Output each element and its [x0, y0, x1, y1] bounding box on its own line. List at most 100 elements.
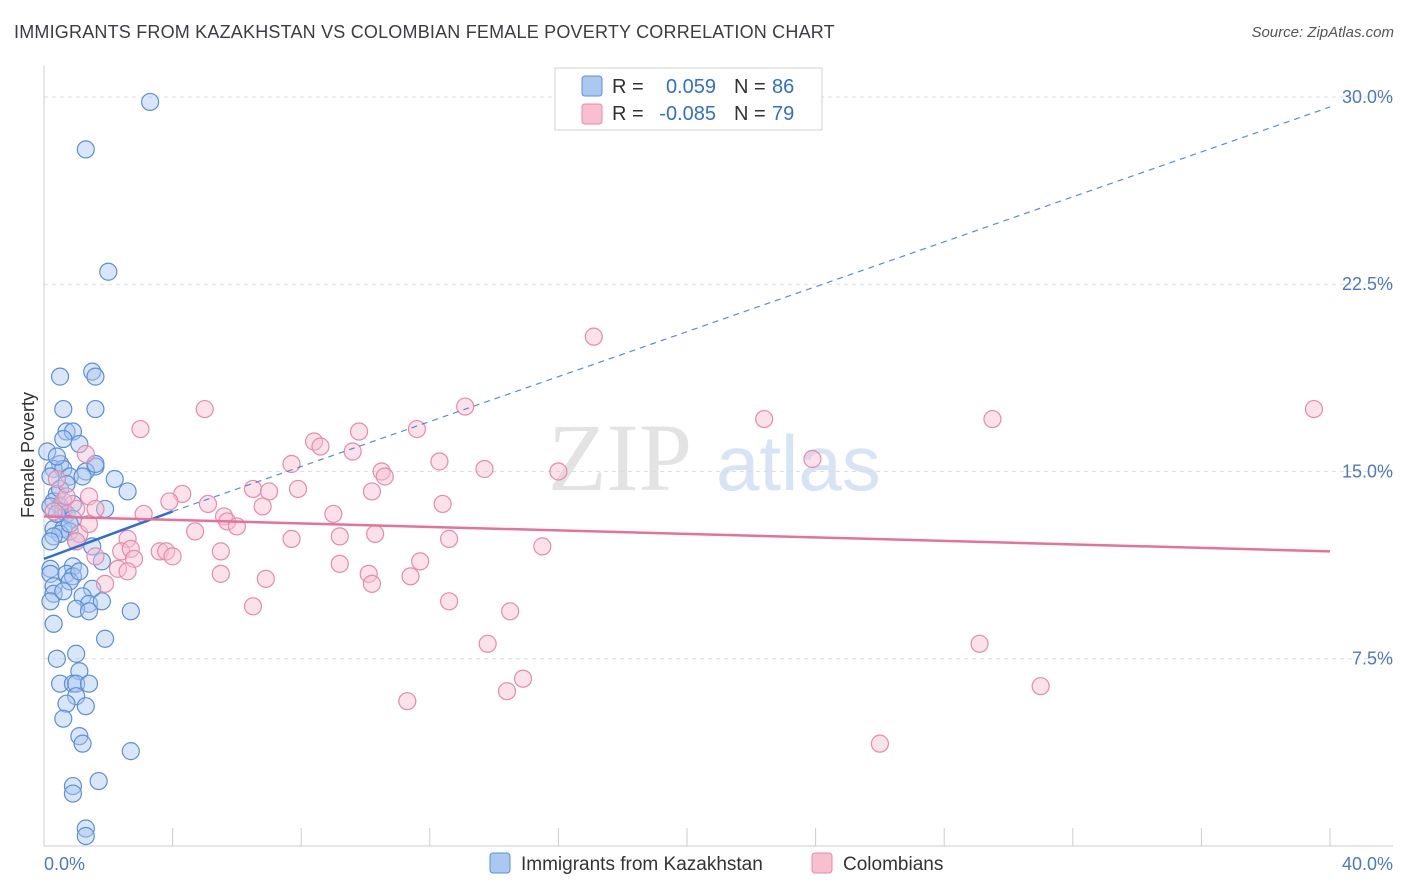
- colombians-point: [497, 682, 517, 701]
- kazakhstan-point: [67, 674, 86, 693]
- legend-kazakhstan-swatch: [489, 852, 511, 874]
- stats-legend-n-label-2: N =: [734, 103, 766, 125]
- kazakhstan-point: [47, 447, 66, 466]
- kazakhstan-point: [73, 467, 92, 486]
- kazakhstan-point: [57, 694, 76, 713]
- colombians-point: [282, 454, 301, 474]
- colombians-point: [398, 692, 417, 711]
- y-tick-label: 15.0%: [1342, 461, 1393, 481]
- colombians-point: [433, 494, 452, 514]
- colombians-point: [256, 569, 275, 588]
- colombians-point: [501, 602, 520, 621]
- y-axis-label: Female Poverty: [18, 392, 38, 518]
- trend-lines: [43, 106, 1331, 561]
- colombians-point: [513, 669, 533, 688]
- colombians-point: [375, 467, 394, 486]
- kazakhstan-point: [38, 442, 57, 461]
- colombians-point: [121, 539, 140, 558]
- kazakhstan-point: [54, 399, 73, 419]
- series-colombians-points: [44, 327, 1324, 753]
- y-tick-label: 7.5%: [1352, 649, 1393, 669]
- colombians-point: [163, 547, 182, 566]
- colombians-point: [288, 479, 308, 499]
- stats-legend-r-label-1: R =: [612, 76, 644, 98]
- kazakhstan-point: [54, 582, 73, 601]
- kazakhstan-point: [63, 776, 83, 796]
- kazakhstan-point: [76, 826, 95, 846]
- colombians-point: [311, 437, 330, 456]
- colombians-point: [198, 494, 218, 514]
- kazakhstan-point: [73, 734, 92, 753]
- kazakhstan-point: [118, 482, 137, 501]
- colombians-point: [362, 574, 382, 593]
- legend-kazakhstan-label: Immigrants from Kazakhstan: [521, 854, 763, 875]
- colombians-point: [456, 397, 475, 416]
- colombians-point: [755, 409, 774, 429]
- kazakhstan-point: [54, 429, 73, 449]
- chart-title: IMMIGRANTS FROM KAZAKHSTAN VS COLOMBIAN …: [14, 22, 835, 42]
- colombians-point: [95, 574, 115, 593]
- kazakhstan-point: [54, 709, 73, 728]
- stats-legend-r-value-1: 0.059: [666, 76, 716, 98]
- kazakhstan-point: [76, 140, 95, 159]
- kazakhstan-point: [76, 697, 95, 716]
- x-tick-label-min: 0.0%: [44, 854, 85, 874]
- kazakhstan-point: [44, 527, 63, 546]
- kazakhstan-point: [41, 532, 60, 551]
- stats-legend-r-label-2: R =: [612, 103, 644, 125]
- colombians-point: [243, 597, 263, 616]
- colombians-point: [401, 567, 420, 586]
- watermark-zip: ZIP: [548, 404, 692, 511]
- kazakhstan-point: [99, 262, 118, 281]
- colombians-point: [195, 399, 214, 419]
- axes: [43, 66, 1393, 847]
- kazakhstan-point: [86, 399, 105, 419]
- stats-legend-n-value-2: 79: [772, 103, 794, 125]
- kazakhstan-point: [63, 784, 83, 803]
- kazakhstan-point: [121, 602, 140, 621]
- kazakhstan-point: [67, 644, 86, 663]
- colombians-point: [439, 529, 459, 548]
- stats-legend: R = 0.059 N = 86 R = -0.085 N = 79: [554, 67, 823, 131]
- kazakhstan-point: [95, 629, 115, 648]
- y-tick-labels: 7.5% 15.0% 22.5% 30.0%: [1342, 87, 1393, 669]
- kazakhstan-point: [41, 592, 60, 611]
- colombians-trend-line: [43, 515, 1331, 553]
- kazakhstan-point: [50, 367, 70, 386]
- colombians-point: [803, 449, 822, 469]
- kazakhstan-point: [92, 592, 111, 611]
- kazakhstan-point: [44, 614, 63, 633]
- gridlines: [44, 96, 1393, 660]
- colombians-point: [478, 634, 497, 653]
- y-tick-label: 30.0%: [1342, 87, 1393, 107]
- colombians-point: [259, 482, 279, 501]
- kazakhstan-point: [57, 474, 76, 494]
- stats-legend-n-label-1: N =: [734, 76, 766, 98]
- colombians-point: [439, 592, 459, 611]
- stats-legend-r-value-2: -0.085: [659, 103, 716, 125]
- colombians-point: [366, 524, 385, 544]
- colombians-point: [57, 487, 76, 506]
- legend-colombians-swatch: [811, 852, 833, 874]
- colombians-point: [349, 422, 369, 441]
- stats-legend-pink-swatch: [581, 103, 603, 125]
- bottom-legend: Immigrants from Kazakhstan Colombians: [489, 852, 943, 875]
- kazakhstan-point: [47, 649, 66, 668]
- kazakhstan-point: [67, 687, 86, 706]
- colombians-point: [970, 634, 989, 653]
- colombians-point: [79, 514, 99, 534]
- colombians-point: [211, 564, 230, 583]
- watermark-atlas: atlas: [716, 419, 881, 507]
- kazakhstan-point: [70, 434, 89, 454]
- colombians-point: [47, 469, 66, 489]
- colombians-point: [343, 442, 362, 461]
- source-label: Source: ZipAtlas.com: [1251, 24, 1394, 41]
- colombians-point: [430, 452, 449, 471]
- kazakhstan-point: [140, 92, 160, 112]
- colombians-point: [86, 547, 105, 566]
- colombians-point: [359, 564, 378, 583]
- colombians-point: [253, 497, 272, 516]
- colombians-point: [131, 419, 150, 439]
- x-tick-label-max: 40.0%: [1342, 854, 1393, 874]
